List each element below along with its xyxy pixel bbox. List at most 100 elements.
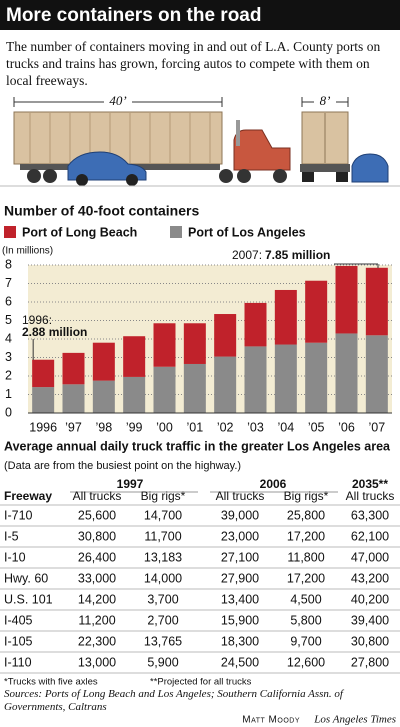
- column-header: Big rigs*: [141, 489, 186, 503]
- container: [13, 111, 223, 165]
- bar-segment: [365, 335, 388, 413]
- wheel: [76, 174, 88, 186]
- bar-segment: [335, 333, 358, 413]
- annotation: 2.88 million: [22, 325, 87, 339]
- dimension-label: 8’: [320, 93, 331, 108]
- cell: 17,200: [287, 529, 325, 543]
- credit-name: Matt Moody: [242, 715, 300, 726]
- wheel: [27, 169, 41, 183]
- group-header: 1997: [117, 477, 144, 491]
- bar-segment: [274, 289, 297, 345]
- x-tick-label: ’05: [308, 420, 325, 434]
- row-label: I-405: [4, 613, 33, 627]
- annotation: 7.85 million: [265, 248, 330, 262]
- cell: 18,300: [221, 634, 259, 648]
- cell: 30,800: [78, 529, 116, 543]
- row-label: Hwy. 60: [4, 571, 48, 585]
- intro: The number of containers moving in and o…: [6, 39, 381, 88]
- wheel: [237, 169, 251, 183]
- credit-org: Los Angeles Times: [313, 714, 396, 726]
- row-label: I-110: [4, 655, 32, 669]
- bar-segment: [365, 267, 388, 336]
- cell: 62,100: [351, 529, 389, 543]
- cell: 47,000: [351, 550, 389, 564]
- y-tick-label: 8: [5, 257, 12, 271]
- cell: 63,300: [351, 508, 389, 522]
- column-header: All trucks: [73, 489, 122, 503]
- bar-segment: [244, 346, 267, 413]
- bar-segment: [183, 323, 206, 364]
- x-tick-label: ’07: [368, 420, 385, 434]
- cell: 33,000: [78, 571, 116, 585]
- plot: 0 1 2 3 4 5 6 7 8 1996 ’97 ’98 ’99 ’00 ’01 ’02 ’03 ’04 ’05…: [5, 248, 392, 434]
- bar-segment: [335, 265, 358, 334]
- bar-segment: [123, 376, 146, 413]
- y-tick-label: 2: [5, 368, 12, 382]
- cell: 13,000: [78, 655, 116, 669]
- column-header: All trucks: [216, 489, 265, 503]
- bar-segment: [32, 359, 55, 388]
- cell: 15,900: [221, 613, 259, 627]
- cell: 25,800: [287, 508, 325, 522]
- title: More containers on the road: [6, 5, 261, 26]
- y-axis-label: (In millions): [2, 246, 53, 257]
- car-rear: [351, 153, 389, 183]
- tires: [302, 172, 314, 182]
- car: [67, 151, 147, 181]
- bar-segment: [153, 323, 176, 367]
- bar-segment: [305, 280, 328, 343]
- bar-segment: [92, 342, 115, 381]
- cell: 26,400: [78, 550, 116, 564]
- cell: 11,200: [78, 613, 115, 627]
- cell: 23,000: [221, 529, 259, 543]
- cell: 3,700: [147, 592, 178, 606]
- cell: 12,600: [287, 655, 325, 669]
- cell: 40,200: [351, 592, 389, 606]
- legend: Port of Long Beach Port of Los Angeles: [4, 225, 306, 239]
- bar-segment: [214, 356, 237, 413]
- x-tick-label: ’03: [247, 420, 264, 434]
- cell: 14,700: [144, 508, 182, 522]
- footnote: *Trucks with five axles: [4, 677, 98, 688]
- cell: 14,000: [144, 571, 182, 585]
- table-subtitle: (Data are from the busiest point on the …: [4, 460, 241, 472]
- cell: 11,700: [144, 529, 181, 543]
- bar-segment: [92, 380, 115, 413]
- x-tick-label: 1996: [29, 420, 57, 434]
- y-tick-label: 6: [5, 294, 12, 308]
- row-label: I-710: [4, 508, 33, 522]
- tires: [336, 172, 348, 182]
- stack: [236, 120, 240, 146]
- cell: 4,500: [290, 592, 321, 606]
- sources: Sources: Ports of Long Beach and Los Ang…: [4, 688, 343, 713]
- bar-segment: [62, 384, 85, 413]
- bar-segment: [305, 342, 328, 413]
- legend-label: Port of Long Beach: [22, 225, 137, 239]
- wheel: [219, 169, 233, 183]
- x-tick-label: ’02: [217, 420, 234, 434]
- table: 1997 2006 2035** Freeway All trucks Big rigs*…: [0, 477, 400, 688]
- cell: 17,200: [287, 571, 325, 585]
- label-bg: [104, 95, 132, 109]
- illustration: 40’ 8’: [0, 93, 400, 187]
- legend-swatch: [4, 226, 16, 238]
- row-label: I-105: [4, 634, 33, 648]
- x-tick-label: ’97: [65, 420, 82, 434]
- annotation: 1996:: [22, 313, 52, 327]
- group-header: 2035**: [352, 477, 388, 491]
- row-label: I-5: [4, 529, 19, 543]
- bar-segment: [32, 387, 55, 413]
- column-header: Freeway: [4, 489, 52, 503]
- intro-box: The number of containers moving in and o…: [6, 39, 381, 88]
- cell: 27,900: [221, 571, 259, 585]
- x-tick-label: ’99: [126, 420, 143, 434]
- sources-box: Sources: Ports of Long Beach and Los Ang…: [4, 688, 343, 713]
- cell: 5,900: [147, 655, 178, 669]
- cell: 14,200: [78, 592, 116, 606]
- dimension-label: 40’: [109, 93, 126, 108]
- cell: 39,400: [351, 613, 389, 627]
- bar-segment: [183, 363, 206, 413]
- wheel: [273, 169, 287, 183]
- annotation: 2007:: [232, 248, 262, 262]
